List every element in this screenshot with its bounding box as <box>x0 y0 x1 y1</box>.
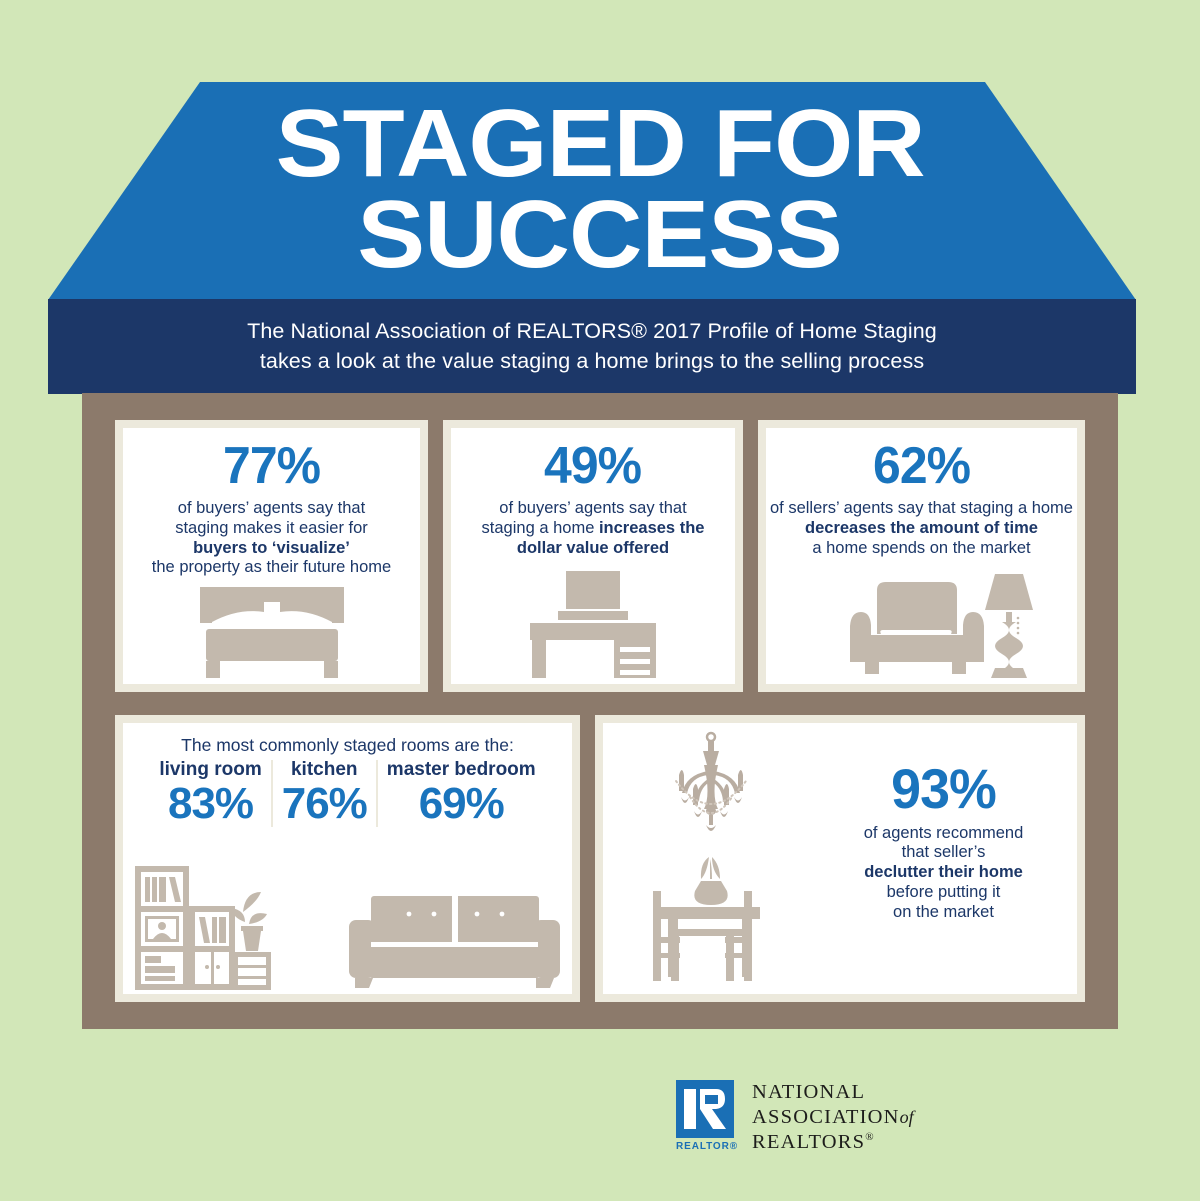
line-1: of buyers’ agents say that <box>177 499 366 517</box>
staged-rooms-row: living room 83% kitchen 76% master bedro… <box>123 759 572 828</box>
realtor-logo-mark: REALTOR® <box>676 1080 738 1152</box>
subtitle-line-2: takes a look at the value staging a home… <box>259 348 925 373</box>
stat-text-buyers-visualize: of buyers’ agents say that staging makes… <box>148 499 395 578</box>
logo-of: of <box>899 1107 914 1127</box>
line-1: of sellers’ agents say that staging a ho… <box>770 499 1073 517</box>
stat-card-buyers-visualize: 77% of buyers’ agents say that staging m… <box>115 420 428 692</box>
room-percent: 69% <box>418 778 505 828</box>
stat-card-dollar-value: 49% of buyers’ agents say that staging a… <box>443 420 743 692</box>
nar-logo-text: NATIONAL ASSOCIATIONof REALTORS® <box>752 1080 914 1155</box>
armchair-lamp-icon <box>849 574 1033 678</box>
line-2a: staging a home <box>481 518 599 537</box>
sofa-icon <box>349 896 560 988</box>
room-percent: 76% <box>281 778 368 828</box>
stat-card-time-on-market: 62% of sellers’ agents say that staging … <box>758 420 1085 692</box>
line-3-bold: declutter their home <box>864 863 1023 882</box>
roof-shape <box>48 82 1136 394</box>
stat-text-time-on-market: of sellers’ agents say that staging a ho… <box>766 499 1077 558</box>
room-kitchen: kitchen 76% <box>270 759 376 828</box>
stat-cards-grid: 77% of buyers’ agents say that staging m… <box>115 420 1085 1002</box>
desk-icon-wrap <box>451 565 735 680</box>
logo-line-3: REALTORS <box>752 1131 866 1153</box>
logo-line-3-wrap: REALTORS® <box>752 1130 914 1155</box>
room-living-room: living room 83% <box>150 759 270 828</box>
room-label: master bedroom <box>386 759 536 780</box>
stat-percent-62: 62% <box>872 437 971 495</box>
line-2: staging makes it easier for <box>175 518 368 537</box>
chandelier-icon <box>674 731 747 831</box>
line-2b-bold: increases the <box>598 518 705 537</box>
line-3: a home spends on the market <box>812 538 1031 557</box>
subtitle-line-1: The National Association of REALTORS® 20… <box>247 318 937 343</box>
stat-text-dollar-value: of buyers’ agents say that staging a hom… <box>478 499 709 558</box>
room-master-bedroom: master bedroom 69% <box>375 759 545 828</box>
declutter-text-block: 93% of agents recommend that seller’s de… <box>818 756 1077 957</box>
realtor-wordmark: REALTOR® <box>676 1141 738 1152</box>
declutter-icons <box>603 723 818 994</box>
armchair-lamp-icon-wrap <box>766 568 1077 680</box>
dining-table-icon <box>652 857 760 981</box>
bed-icon <box>199 587 344 678</box>
line-4: the property as their future home <box>151 558 392 577</box>
staged-rooms-heading: The most commonly staged rooms are the: <box>181 735 514 755</box>
realtor-r-icon <box>676 1080 734 1138</box>
stat-card-staged-rooms: The most commonly staged rooms are the: … <box>115 715 580 1002</box>
line-5: on the market <box>893 902 994 921</box>
subtitle-block: The National Association of REALTORS® 20… <box>48 300 1136 393</box>
room-icons-wrap <box>123 864 572 992</box>
logo-line-2-wrap: ASSOCIATIONof <box>752 1105 914 1130</box>
nar-logo: REALTOR® NATIONAL ASSOCIATIONof REALTORS… <box>676 1080 914 1155</box>
line-1: of agents recommend <box>863 823 1024 842</box>
line-4: before putting it <box>886 882 1001 901</box>
stat-card-declutter: 93% of agents recommend that seller’s de… <box>595 715 1085 1002</box>
stat-percent-77: 77% <box>222 437 321 495</box>
room-label: living room <box>159 759 262 780</box>
desk-icon <box>530 571 656 678</box>
line-2-bold: decreases the amount of time <box>805 518 1038 537</box>
bookshelf-icon <box>135 866 271 990</box>
line-2: that seller’s <box>901 843 986 862</box>
line-3-bold: dollar value offered <box>516 538 670 557</box>
stat-percent-49: 49% <box>544 437 642 495</box>
logo-line-2: ASSOCIATION <box>752 1106 900 1128</box>
line-3-bold: buyers to ‘visualize’ <box>193 538 350 557</box>
stat-text-declutter: of agents recommend that seller’s declut… <box>860 824 1028 923</box>
bed-icon-wrap <box>123 585 420 680</box>
stat-percent-93: 93% <box>891 756 997 820</box>
realtor-block-r-icon <box>676 1080 734 1138</box>
logo-line-1: NATIONAL <box>752 1081 866 1103</box>
room-percent: 83% <box>167 778 254 828</box>
line-1: of buyers’ agents say that <box>499 499 687 517</box>
registered-mark: ® <box>865 1131 875 1144</box>
room-label: kitchen <box>290 759 358 780</box>
